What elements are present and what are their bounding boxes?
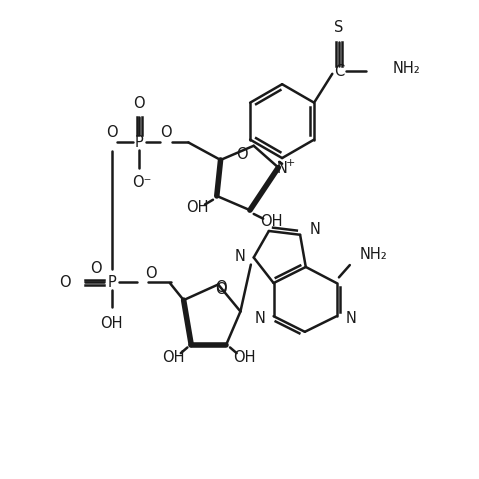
Text: NH₂: NH₂ <box>392 61 420 76</box>
Text: O: O <box>215 280 227 295</box>
Text: O: O <box>215 282 227 297</box>
Text: C: C <box>334 64 344 79</box>
Text: P: P <box>135 135 144 150</box>
Text: N: N <box>309 222 320 237</box>
Text: NH₂: NH₂ <box>359 247 387 262</box>
Text: O: O <box>106 125 117 140</box>
Text: O: O <box>145 266 157 281</box>
Text: N: N <box>277 161 287 176</box>
Text: O: O <box>236 147 248 162</box>
Text: P: P <box>107 274 116 290</box>
Text: O: O <box>160 125 172 140</box>
Text: N: N <box>254 311 265 326</box>
Text: S: S <box>334 20 343 35</box>
Text: O: O <box>90 262 101 276</box>
Text: O⁻: O⁻ <box>132 175 151 190</box>
Text: O: O <box>59 274 71 290</box>
Text: N: N <box>234 249 245 264</box>
Text: OH: OH <box>162 350 184 365</box>
Text: +: + <box>286 158 296 168</box>
Text: OH: OH <box>260 215 283 229</box>
Text: OH: OH <box>233 350 255 365</box>
Text: O: O <box>133 96 145 111</box>
Text: OH: OH <box>187 200 209 215</box>
Text: N: N <box>346 311 357 326</box>
Text: OH: OH <box>101 316 123 331</box>
